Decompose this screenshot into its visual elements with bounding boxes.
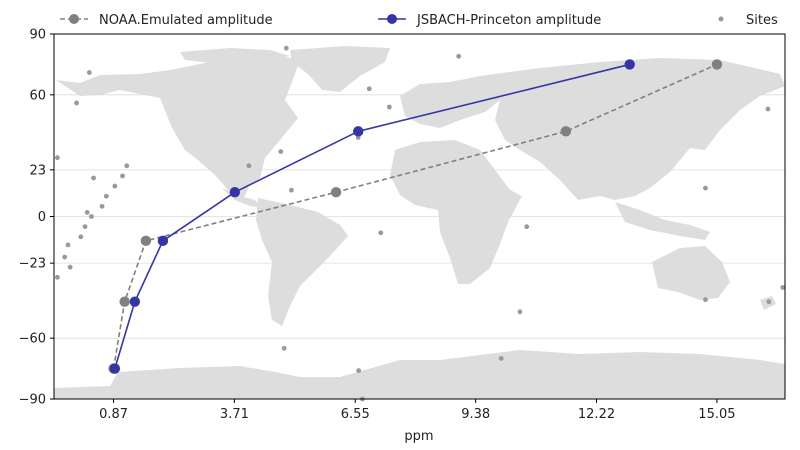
site-point [283,45,289,51]
legend-entry-jsbach: JSBACH-Princeton amplitude [378,13,601,28]
series-point-1 [157,235,169,247]
site-point [765,106,771,112]
site-point [67,264,73,270]
y-tick-label: 0 [38,210,46,225]
legend-marker-sites [718,16,724,22]
y-tick-label: −90 [19,393,46,408]
site-point [703,185,708,191]
landmass-north-america [56,55,300,198]
series-line-0 [112,63,718,369]
series-point-0 [330,186,342,198]
series-point-0 [119,296,130,307]
series-lines [112,63,718,369]
y-tick-label: 60 [29,88,46,103]
x-tick-label: 15.05 [698,407,735,422]
y-tick-label: 23 [29,163,46,178]
site-point [82,224,88,230]
landmass-southeast-asia [615,202,710,240]
legend-label-noaa: NOAA.Emulated amplitude [99,13,273,28]
site-point [281,345,287,351]
y-tick-label: −23 [19,257,46,272]
site-point [289,187,294,193]
site-point [366,86,372,92]
site-point [124,163,130,169]
landmass-asia [480,58,785,200]
site-point [456,53,462,59]
series-point-1 [229,186,241,198]
legend-marker-jsbach [387,14,397,24]
site-point [65,242,71,248]
series-point-0 [140,235,152,247]
series-point-0 [560,126,572,137]
legend-entry-noaa: NOAA.Emulated amplitude [60,13,273,28]
series-point-1 [624,59,635,70]
site-point [246,163,252,169]
site-point [766,299,772,305]
site-point [103,193,109,199]
x-tick-label: 3.71 [220,407,249,422]
series-line-1 [114,63,630,369]
site-point [524,224,530,230]
legend-entry-sites: Sites [718,13,778,28]
x-tick-label: 9.38 [461,407,490,422]
x-axis-label: ppm [404,429,433,444]
x-tick-label: 6.55 [341,407,370,422]
site-point [84,210,90,215]
series-point-1 [109,363,121,374]
site-point [386,104,392,110]
legend-marker-noaa [69,14,79,24]
landmass-south-america [256,198,348,326]
series-point-1 [129,296,141,307]
site-point [780,285,786,290]
series-point-0 [711,59,723,70]
site-point [356,368,362,374]
x-tick-label: 12.22 [578,407,615,422]
site-point [498,356,504,361]
site-point [55,155,60,161]
world-map [54,46,785,399]
site-point [378,230,384,236]
landmass-antarctica [54,350,785,399]
legend: NOAA.Emulated amplitude JSBACH-Princeton… [60,13,778,28]
site-point [86,70,92,75]
site-point [99,203,105,209]
site-point [278,149,284,155]
site-point [91,175,96,181]
site-point [62,254,68,260]
x-axis: 0.87 3.71 6.55 9.38 12.22 15.05 [99,399,736,422]
legend-label-jsbach: JSBACH-Princeton amplitude [416,13,601,28]
series-point-1 [353,126,364,137]
site-point [112,183,118,189]
series-markers [108,59,723,374]
site-point [74,100,79,106]
y-tick-label: −60 [19,332,46,347]
landmass-arctic-islands [180,48,290,64]
y-axis: 90 60 23 0 −23 −60 −90 [19,28,54,408]
legend-label-sites: Sites [746,13,778,28]
grid [54,94,785,339]
site-point [78,234,84,240]
site-point [517,309,523,315]
landmass-greenland [290,46,390,92]
site-point [55,274,60,280]
site-point [89,214,94,219]
site-point [120,173,125,179]
site-point [703,297,708,303]
landmass-australia [652,246,730,300]
landmass-africa [390,140,522,284]
plot-area [53,33,786,402]
x-tick-label: 0.87 [99,407,128,422]
y-tick-label: 90 [29,28,46,43]
